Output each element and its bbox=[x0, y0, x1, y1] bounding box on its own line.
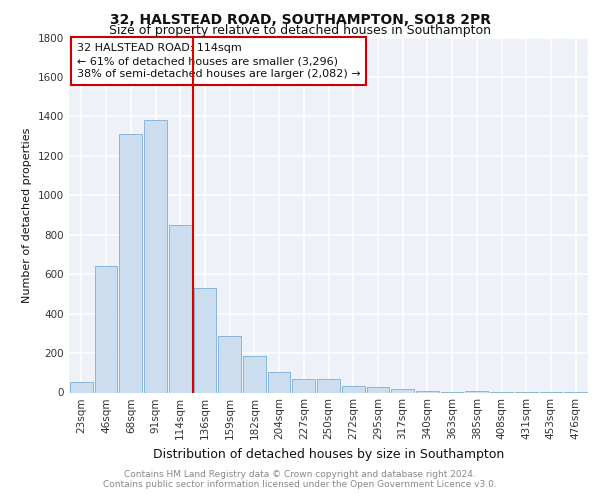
Text: Size of property relative to detached houses in Southampton: Size of property relative to detached ho… bbox=[109, 24, 491, 37]
Bar bbox=[70, 382, 93, 392]
Bar bbox=[194, 288, 216, 393]
Bar bbox=[243, 356, 266, 393]
Text: 32, HALSTEAD ROAD, SOUTHAMPTON, SO18 2PR: 32, HALSTEAD ROAD, SOUTHAMPTON, SO18 2PR bbox=[110, 12, 491, 26]
Bar bbox=[169, 225, 191, 392]
Bar bbox=[268, 372, 290, 392]
X-axis label: Distribution of detached houses by size in Southampton: Distribution of detached houses by size … bbox=[153, 448, 504, 461]
Bar bbox=[466, 390, 488, 392]
Bar bbox=[342, 386, 365, 392]
Bar bbox=[416, 390, 439, 392]
Bar bbox=[367, 386, 389, 392]
Bar bbox=[95, 266, 118, 392]
Bar bbox=[218, 336, 241, 392]
Bar bbox=[292, 379, 315, 392]
Y-axis label: Number of detached properties: Number of detached properties bbox=[22, 128, 32, 302]
Text: Contains HM Land Registry data © Crown copyright and database right 2024.
Contai: Contains HM Land Registry data © Crown c… bbox=[103, 470, 497, 489]
Bar bbox=[119, 134, 142, 392]
Bar bbox=[317, 379, 340, 392]
Text: 32 HALSTEAD ROAD: 114sqm
← 61% of detached houses are smaller (3,296)
38% of sem: 32 HALSTEAD ROAD: 114sqm ← 61% of detach… bbox=[77, 43, 361, 79]
Bar bbox=[391, 388, 414, 392]
Bar bbox=[144, 120, 167, 392]
